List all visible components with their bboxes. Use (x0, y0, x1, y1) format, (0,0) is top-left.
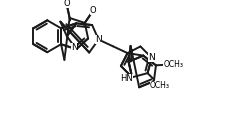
Text: N: N (148, 53, 154, 62)
Text: O: O (90, 6, 96, 15)
Text: HN: HN (120, 74, 133, 83)
Text: OCH₃: OCH₃ (149, 81, 169, 90)
Text: O: O (63, 0, 70, 8)
Text: OCH₃: OCH₃ (163, 60, 183, 69)
Text: N: N (70, 43, 77, 52)
Text: N: N (95, 35, 101, 44)
